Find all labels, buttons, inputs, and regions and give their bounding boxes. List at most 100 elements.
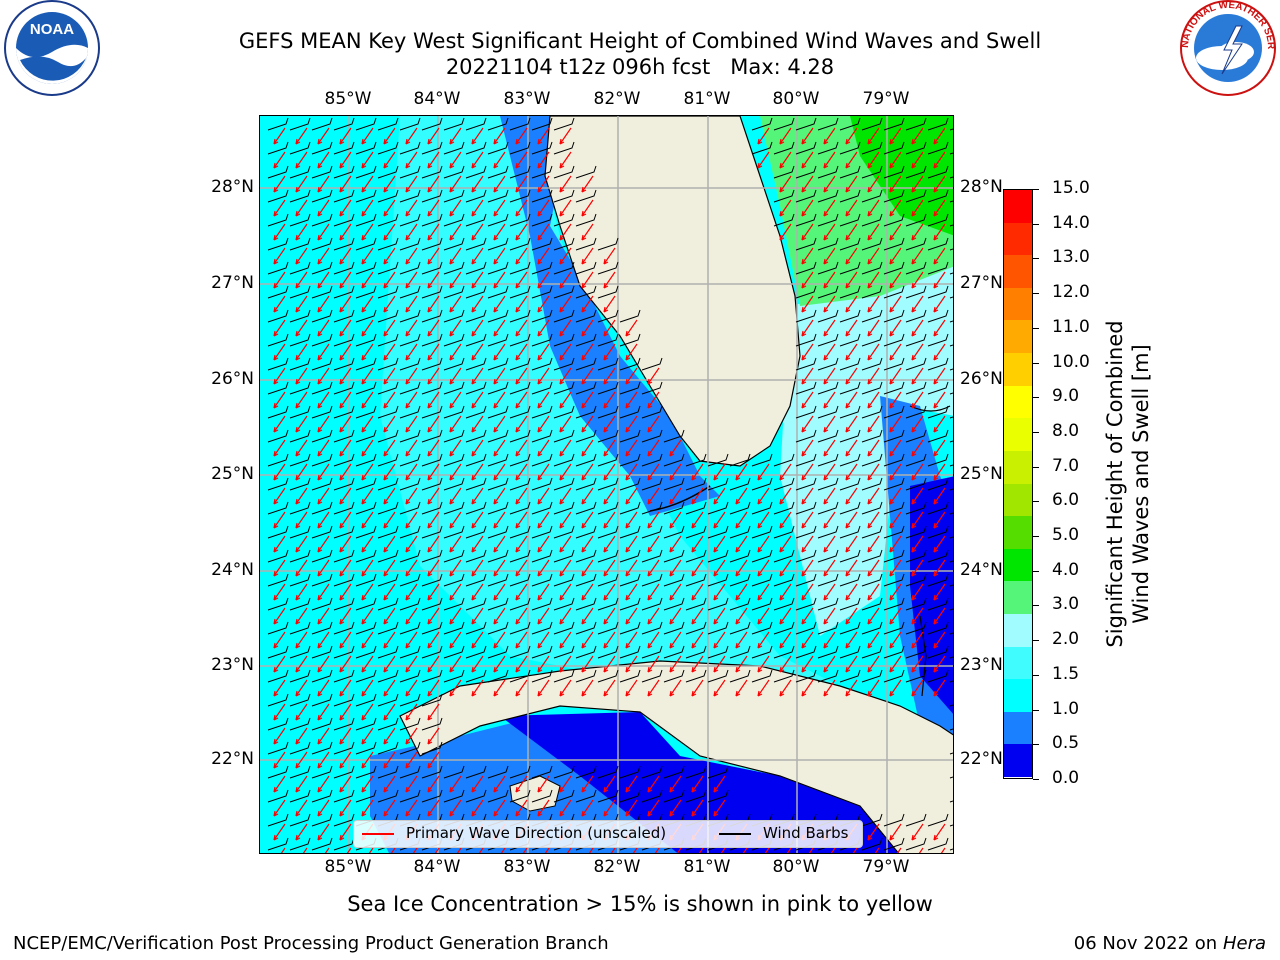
wave-direction-arrow [757,511,770,529]
wave-direction-arrow [933,343,946,361]
wind-barb [685,453,707,467]
wave-direction-arrow [537,583,550,601]
wave-direction-arrow [845,655,858,673]
wave-direction-arrow [427,439,440,457]
wave-direction-arrow [933,511,946,529]
wave-direction-arrow [515,775,528,793]
wave-direction-arrow [625,391,638,409]
wave-direction-arrow [295,583,308,601]
wind-barb [421,213,443,227]
wave-direction-arrow [339,559,352,577]
wave-direction-arrow [515,655,528,673]
wave-direction-arrow [317,463,330,481]
wind-barb [289,813,311,827]
wind-barb [663,669,685,683]
wind-barb [421,285,443,299]
wave-direction-arrow [493,271,506,289]
wind-barb [531,213,553,227]
wind-barb [289,693,311,707]
wind-barb [267,645,289,659]
wind-barb [861,813,883,827]
wave-direction-arrow [603,439,616,457]
wind-barb [377,621,399,635]
wave-direction-arrow [867,655,880,673]
wind-barb [267,165,289,179]
wind-barb [487,237,509,251]
wave-direction-arrow [757,535,770,553]
wind-barb [905,549,927,563]
wind-barb [399,381,421,395]
wind-barb [553,669,575,683]
wave-direction-arrow [493,127,506,145]
wind-barb [267,117,289,131]
wave-direction-arrow [317,367,330,385]
wind-barb [685,525,707,539]
wave-direction-arrow [625,775,638,793]
wave-direction-arrow [669,679,682,697]
wind-barb [927,189,949,203]
wind-barb [465,309,487,323]
wind-barb [861,429,883,443]
wave-direction-arrow [427,463,440,481]
wind-barb [267,549,289,563]
wave-direction-arrow [801,343,814,361]
wave-direction-arrow [471,583,484,601]
wave-direction-arrow [390,847,396,853]
wind-barb [377,237,399,251]
wind-barb [289,261,311,275]
wind-barb [289,669,311,683]
wind-barb [399,501,421,515]
colorbar-tick-label: 6.0 [1052,490,1080,511]
wave-direction-arrow [823,343,836,361]
wave-direction-arrow [603,535,616,553]
wind-barb [289,477,311,491]
colorbar-cell [1004,744,1032,778]
wind-barb [817,645,839,659]
wind-barb [751,525,773,539]
wave-direction-arrow [867,607,880,625]
wave-direction-arrow [361,391,374,409]
wind-barb [773,477,795,491]
wave-direction-arrow [625,631,638,649]
wind-barb [289,549,311,563]
wind-barb [861,213,883,227]
footer-date: 06 Nov 2022 on Hera [1074,933,1266,954]
wind-barb [267,189,289,203]
wave-direction-arrow [317,655,330,673]
wave-direction-arrow [911,295,924,313]
wave-direction-arrow [867,319,880,337]
wind-barb [443,549,465,563]
wave-direction-arrow [845,367,858,385]
wind-barb [575,309,597,323]
lat-label-left: 28°N [211,177,254,197]
wind-barb [487,645,509,659]
wind-barb [861,357,883,371]
wind-barb [311,357,333,371]
wind-barb [443,381,465,395]
wave-direction-arrow [317,223,330,241]
wave-direction-arrow [405,511,418,529]
wind-barb [421,309,443,323]
wave-direction-arrow [471,223,484,241]
wind-barb [641,453,663,467]
wind-barb [707,765,729,779]
wind-barb [883,501,905,515]
colorbar-tick-label: 0.5 [1052,733,1080,754]
wind-barb [465,453,487,467]
wave-direction-arrow [603,367,616,385]
colorbar [1003,189,1033,779]
wind-barb [883,165,905,179]
wave-direction-arrow [779,535,792,553]
wave-direction-arrow [273,295,286,313]
wind-barb [399,549,421,563]
wind-barb [861,117,883,131]
wave-direction-arrow [537,631,550,649]
wind-barb [553,477,575,491]
wave-direction-arrow [405,391,418,409]
wave-direction-arrow [933,823,946,841]
wind-barb [663,597,685,611]
wave-direction-arrow [405,223,418,241]
lat-label-right: 23°N [960,655,1003,675]
wave-direction-arrow [779,607,792,625]
wave-direction-arrow [559,775,572,793]
